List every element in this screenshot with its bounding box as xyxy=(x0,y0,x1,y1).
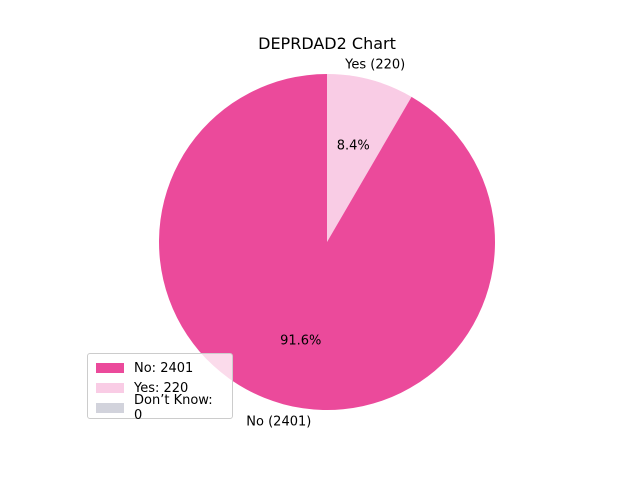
legend-label-no: No: 2401 xyxy=(134,360,194,376)
slice-label-yes: Yes (220) xyxy=(344,58,405,73)
chart-title: DEPRDAD2 Chart xyxy=(258,34,396,53)
legend-swatch-no xyxy=(96,363,124,373)
slice-label-no: No (2401) xyxy=(246,414,311,429)
pie-slice-no xyxy=(159,74,496,411)
slice-pct-no: 91.6% xyxy=(280,333,321,348)
slice-pct-yes: 8.4% xyxy=(337,139,370,154)
legend-item-yes: Yes: 220 xyxy=(96,378,224,398)
legend-swatch-yes xyxy=(96,383,124,393)
pie-slice-yes xyxy=(327,74,412,242)
legend-swatch-dont-know xyxy=(96,403,124,413)
legend-label-yes: Yes: 220 xyxy=(134,380,189,396)
legend-item-dont-know: Don’t Know: 0 xyxy=(96,393,224,423)
chart-legend: No: 2401 Yes: 220 Don’t Know: 0 xyxy=(87,353,233,423)
legend-label-dont-know: Don’t Know: 0 xyxy=(134,393,213,423)
legend-item-no: No: 2401 xyxy=(96,358,224,378)
